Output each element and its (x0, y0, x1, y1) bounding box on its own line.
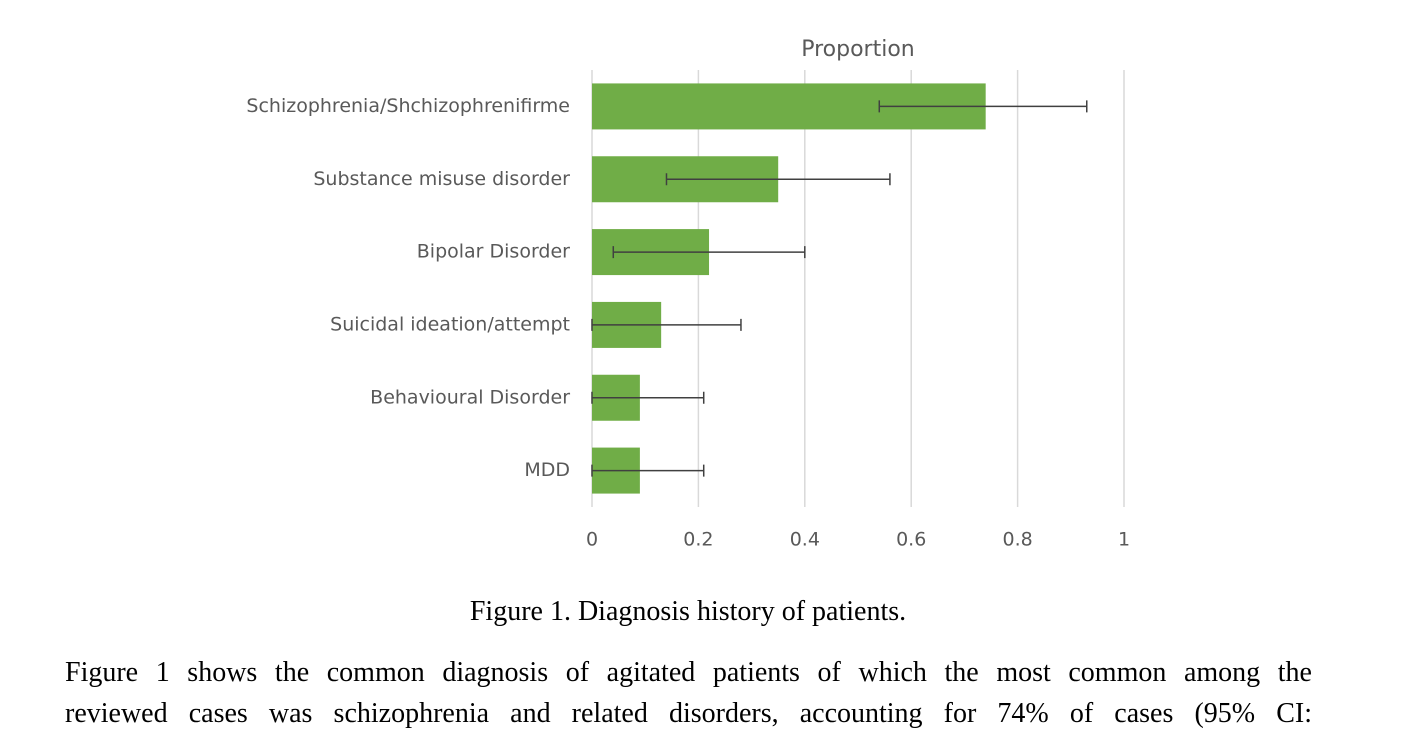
y-tick-label: Suicidal ideation/attempt (330, 313, 570, 335)
x-tick-label: 0.6 (896, 529, 926, 551)
x-tick-label: 0.4 (790, 529, 820, 551)
paragraph-line: reviewed cases was schizophrenia and rel… (65, 698, 1312, 729)
figure-caption: Figure 1. Diagnosis history of patients. (469, 596, 907, 627)
chart: Proportion 0 0.2 0.4 0.6 0.8 1 Schizophrenia/S… (246, 37, 1130, 551)
y-tick-label: Schizophrenia/Shchizophrenifirme (246, 95, 570, 117)
error-bar (591, 318, 742, 331)
paragraph-line: Figure 1 shows the common diagnosis of a… (65, 657, 1312, 688)
x-tick-label: 1 (1118, 529, 1130, 551)
y-tick-label: MDD (524, 459, 570, 481)
error-bar (878, 100, 1088, 113)
y-tick-label: Bipolar Disorder (417, 241, 570, 263)
x-tick-label: 0 (586, 529, 598, 551)
chart-title: Proportion (801, 37, 915, 62)
y-tick-label: Behavioural Disorder (370, 386, 570, 408)
error-bar (612, 246, 806, 259)
error-bar (591, 464, 705, 477)
x-tick-label: 0.8 (1002, 529, 1032, 551)
error-bar (665, 173, 891, 186)
error-bar (591, 391, 705, 404)
y-tick-label: Substance misuse disorder (313, 168, 570, 190)
x-tick-label: 0.2 (683, 529, 713, 551)
